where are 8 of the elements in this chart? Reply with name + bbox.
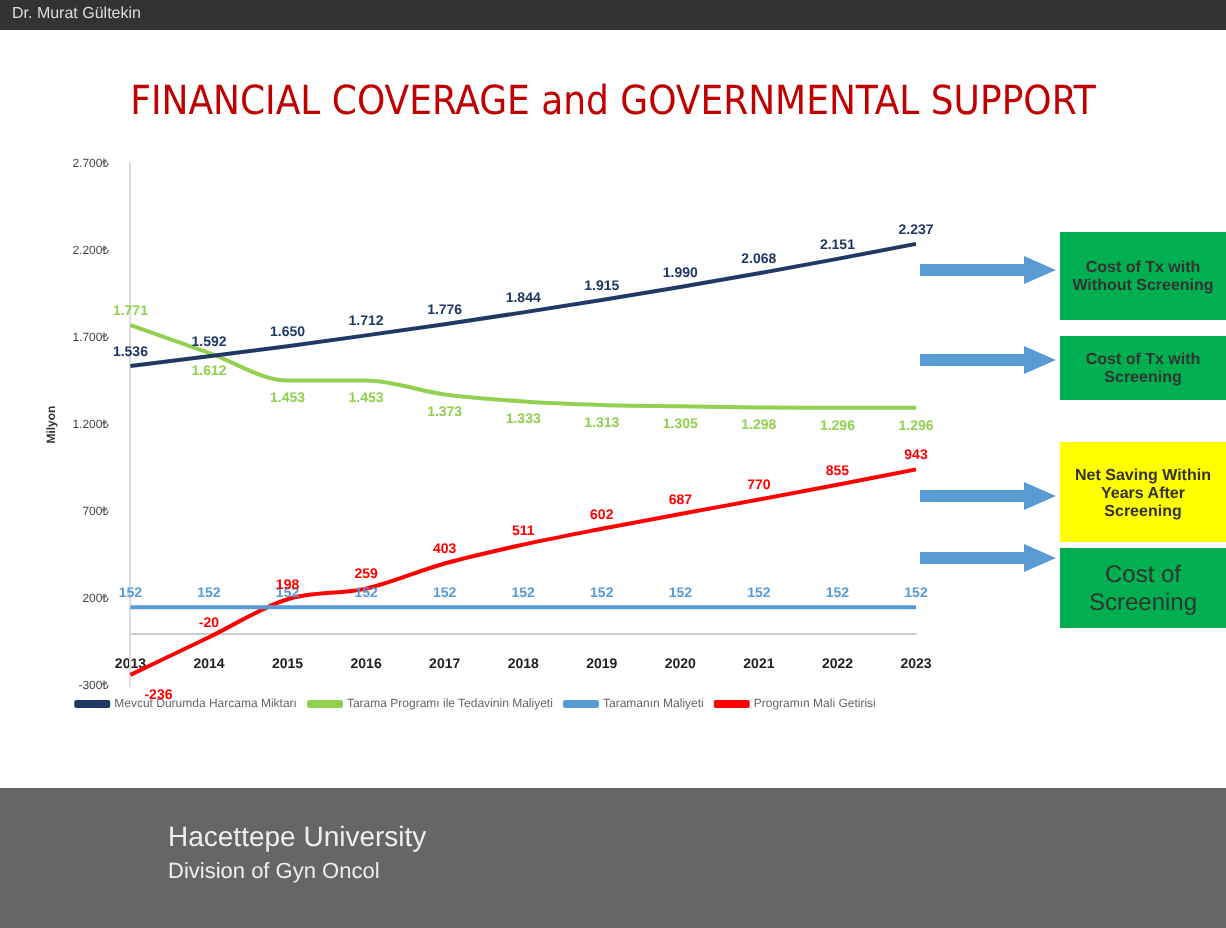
text: Cost of Tx with Screening	[1060, 336, 1226, 400]
text: Net Saving Within Years After Screening	[1060, 442, 1226, 542]
text: Division of Gyn Oncol	[168, 860, 380, 884]
text: Hacettepe University	[168, 820, 427, 852]
text: Cost of Tx with Without Screening	[1060, 232, 1226, 320]
text: Cost of Screening	[1060, 548, 1226, 628]
chart-title: FINANCIAL COVERAGE and GOVERNMENTAL SUPPORT	[128, 76, 1098, 124]
text: Dr. Murat Gültekin	[12, 4, 141, 22]
